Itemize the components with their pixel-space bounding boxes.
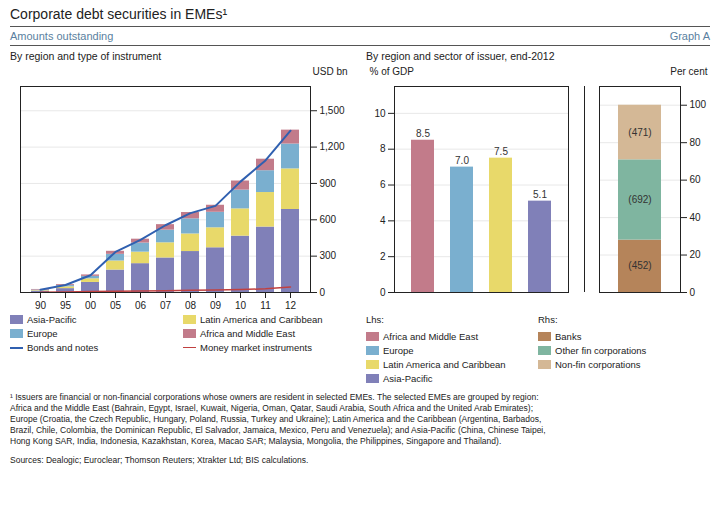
svg-text:USD bn: USD bn (312, 66, 347, 77)
html-text:By region and sector of issuer: By region and sector of issuer, end-2012 (366, 50, 555, 62)
html-text:Rhs:: Rhs: (538, 314, 558, 325)
svg-text:11: 11 (260, 300, 271, 311)
svg-text:0: 0 (380, 287, 386, 298)
html-text:Africa and the Middle East (Ba: Africa and the Middle East (Bahrain, Egy… (10, 403, 533, 413)
svg-text:60: 60 (690, 174, 702, 185)
svg-text:4: 4 (380, 215, 386, 226)
svg-text:8: 8 (380, 143, 386, 154)
svg-text:(471): (471) (628, 127, 651, 138)
svg-text:12: 12 (285, 300, 297, 311)
html-text:Sources: Dealogic; Euroclear;: Sources: Dealogic; Euroclear; Thomson Re… (10, 455, 309, 465)
svg-text:100: 100 (690, 99, 707, 110)
svg-text:1,200: 1,200 (320, 141, 345, 152)
svg-text:900: 900 (320, 178, 337, 189)
svg-text:40: 40 (690, 212, 702, 223)
svg-text:6: 6 (380, 179, 386, 190)
html-text:Other fin corporations: Other fin corporations (555, 345, 647, 356)
svg-text:2: 2 (380, 251, 386, 262)
svg-text:Per cent: Per cent (670, 66, 707, 77)
html-text:Asia-Pacific: Asia-Pacific (383, 373, 433, 384)
html-text:Hong Kong SAR, India, Indonesi: Hong Kong SAR, India, Indonesia, Kazakhs… (10, 436, 502, 446)
html-text:Africa and Middle East: Africa and Middle East (200, 328, 295, 339)
html-text:Asia-Pacific: Asia-Pacific (27, 314, 77, 325)
html-text:Amounts outstanding: Amounts outstanding (10, 30, 114, 42)
html-text:Europe: Europe (383, 345, 414, 356)
html-text:Graph A: Graph A (669, 30, 710, 42)
svg-text:08: 08 (185, 300, 197, 311)
svg-text:06: 06 (135, 300, 147, 311)
html-text:Brazil, Chile, Colombia, the D: Brazil, Chile, Colombia, the Dominican R… (10, 425, 546, 435)
svg-text:8.5: 8.5 (416, 128, 430, 139)
html-text:Lhs:: Lhs: (366, 314, 384, 325)
svg-text:80: 80 (690, 137, 702, 148)
html-text:Latin America and Caribbean: Latin America and Caribbean (383, 359, 506, 370)
svg-text:0: 0 (690, 287, 696, 298)
html-text:Europe (Croatia, the Czech Rep: Europe (Croatia, the Czech Republic, Hun… (10, 414, 542, 424)
svg-text:1,500: 1,500 (320, 105, 345, 116)
html-text:Money market instruments: Money market instruments (200, 342, 312, 353)
html-text:Banks: Banks (555, 331, 582, 342)
html-text:Africa and Middle East: Africa and Middle East (383, 331, 478, 342)
svg-text:20: 20 (690, 249, 702, 260)
svg-text:(452): (452) (628, 260, 651, 271)
svg-text:90: 90 (35, 300, 47, 311)
svg-text:95: 95 (60, 300, 72, 311)
svg-text:% of GDP: % of GDP (370, 66, 415, 77)
svg-text:7.5: 7.5 (494, 146, 508, 157)
svg-text:7.0: 7.0 (455, 155, 469, 166)
svg-text:300: 300 (320, 250, 337, 261)
html-text:Latin America and Caribbean: Latin America and Caribbean (200, 314, 323, 325)
html-text:¹ Issuers are financial or non: ¹ Issuers are financial or non-financial… (10, 392, 539, 402)
html-text:Bonds and notes: Bonds and notes (27, 342, 99, 353)
svg-text:00: 00 (85, 300, 97, 311)
svg-text:07: 07 (160, 300, 172, 311)
svg-text:05: 05 (110, 300, 122, 311)
svg-text:10: 10 (374, 108, 386, 119)
html-text:Corporate debt securities in E: Corporate debt securities in EMEs¹ (10, 6, 228, 22)
html-text:Non-fin corporations: Non-fin corporations (555, 359, 641, 370)
svg-text:(692): (692) (628, 194, 651, 205)
svg-text:5.1: 5.1 (533, 189, 547, 200)
html-text:By region and type of instrume: By region and type of instrument (10, 50, 162, 62)
html-text:Europe: Europe (27, 328, 58, 339)
svg-text:10: 10 (235, 300, 247, 311)
svg-text:0: 0 (320, 287, 326, 298)
svg-text:09: 09 (210, 300, 222, 311)
svg-text:600: 600 (320, 214, 337, 225)
